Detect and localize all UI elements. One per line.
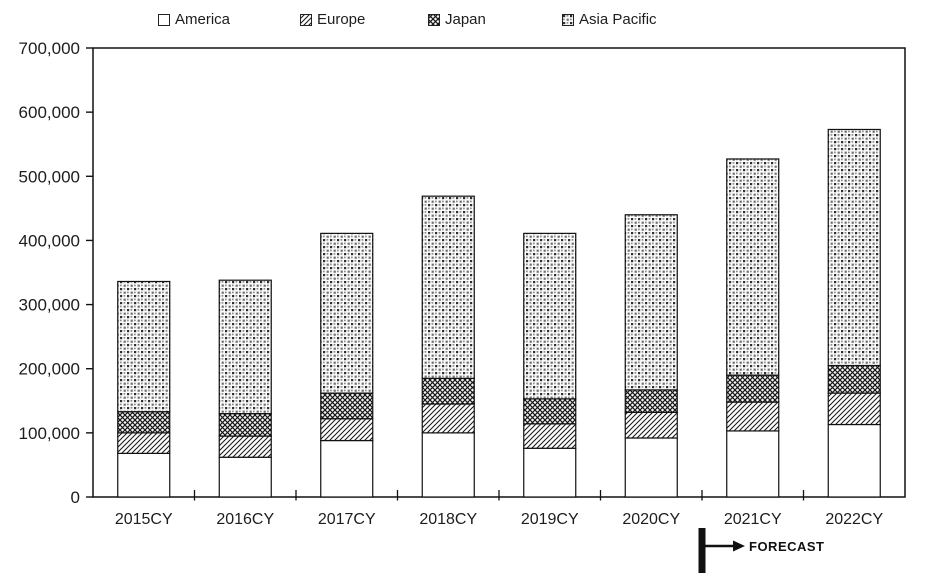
legend-swatch-japan-icon: [428, 13, 440, 26]
segment-japan-2018cy: [421, 377, 475, 405]
legend-label-japan: Japan: [445, 11, 486, 28]
y-tick-label: 500,000: [19, 167, 80, 186]
segment-europe-2018cy: [421, 403, 475, 434]
forecast-annotation: FORECAST: [698, 528, 825, 573]
segment-america-2018cy: [421, 432, 475, 498]
x-axis: 2015CY 2016CY 2017CY 2018CY 2019CY 2020CY 2021…: [115, 490, 883, 528]
y-tick-label: 700,000: [19, 39, 80, 58]
x-category-label: 2015CY: [115, 511, 173, 528]
segment-asia-pacific-2015cy: [117, 280, 171, 413]
bar-2020cy: [624, 214, 678, 498]
y-tick-label: 200,000: [19, 360, 80, 379]
legend-swatch-europe-icon: [300, 13, 312, 26]
y-tick-label: 100,000: [19, 424, 80, 443]
y-tick-label: 600,000: [19, 103, 80, 122]
segment-europe-2021cy: [726, 401, 780, 432]
segment-japan-2020cy: [624, 389, 678, 413]
segment-europe-2016cy: [218, 435, 272, 458]
segment-europe-2017cy: [320, 418, 374, 442]
bar-2016cy: [218, 279, 272, 498]
segment-europe-2019cy: [523, 423, 577, 449]
x-category-label: 2021CY: [724, 511, 782, 528]
segment-europe-2015cy: [117, 432, 171, 454]
legend-swatch-asia-pacific-icon: [562, 13, 574, 26]
legend-label-america: America: [175, 11, 231, 28]
segment-japan-2015cy: [117, 411, 171, 434]
legend-item-asia-pacific: Asia Pacific: [562, 11, 657, 28]
x-category-label: 2017CY: [318, 511, 376, 528]
plot-border: [92, 47, 906, 498]
segment-europe-2020cy: [624, 411, 678, 439]
legend-label-asia-pacific: Asia Pacific: [579, 11, 657, 28]
segment-japan-2019cy: [523, 398, 577, 425]
segment-japan-2017cy: [320, 392, 374, 420]
segment-asia-pacific-2019cy: [523, 232, 577, 400]
y-tick-label: 300,000: [19, 296, 80, 315]
segment-asia-pacific-2021cy: [726, 158, 780, 376]
x-category-label: 2016CY: [216, 511, 274, 528]
segment-japan-2022cy: [827, 364, 881, 394]
bar-2022cy: [827, 128, 881, 498]
y-axis: 0 100,000 200,000 300,000 400,000 500,000 600,…: [19, 39, 93, 507]
x-category-label: 2020CY: [622, 511, 680, 528]
segment-america-2022cy: [827, 423, 881, 498]
segment-america-2021cy: [726, 430, 780, 498]
bar-2017cy: [320, 232, 374, 498]
legend: America Europe Japan Asia Pacific: [0, 0, 925, 34]
segment-europe-2022cy: [827, 392, 881, 426]
legend-label-europe: Europe: [317, 11, 366, 28]
x-category-label: 2019CY: [521, 511, 579, 528]
bar-2015cy: [117, 280, 171, 498]
segment-america-2017cy: [320, 439, 374, 498]
forecast-label: FORECAST: [749, 539, 825, 554]
bar-2021cy: [726, 158, 780, 498]
legend-item-america: America: [158, 11, 230, 28]
y-tick-label: 400,000: [19, 231, 80, 250]
bar-2019cy: [523, 232, 577, 498]
x-category-label: 2022CY: [825, 511, 883, 528]
forecast-divider: [698, 528, 706, 573]
legend-item-japan: Japan: [428, 11, 486, 28]
segment-japan-2016cy: [218, 413, 272, 437]
segment-asia-pacific-2016cy: [218, 279, 272, 415]
segment-asia-pacific-2022cy: [827, 128, 881, 367]
legend-swatch-america-icon: [158, 13, 170, 26]
segment-america-2016cy: [218, 456, 272, 498]
segment-asia-pacific-2018cy: [421, 195, 475, 379]
y-tick-label: 0: [71, 488, 80, 507]
segment-america-2020cy: [624, 437, 678, 498]
segment-japan-2021cy: [726, 374, 780, 403]
segment-asia-pacific-2020cy: [624, 214, 678, 391]
bar-2018cy: [421, 195, 475, 498]
x-category-label: 2018CY: [419, 511, 477, 528]
bars: [117, 128, 881, 498]
legend-item-europe: Europe: [300, 11, 365, 28]
forecast-arrow-head-icon: [733, 540, 745, 552]
segment-asia-pacific-2017cy: [320, 232, 374, 394]
segment-america-2019cy: [523, 447, 577, 498]
segment-america-2015cy: [117, 452, 171, 498]
